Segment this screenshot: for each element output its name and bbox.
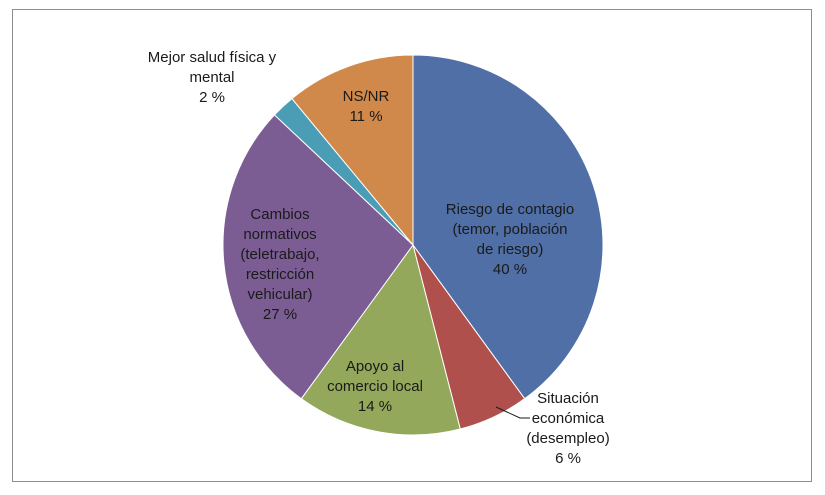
leader-lines xyxy=(495,406,530,419)
slice-percent-label: 27 % xyxy=(263,306,297,323)
slice-label-line: NS/NR xyxy=(343,88,390,105)
pie-slice-3 xyxy=(222,114,414,400)
slice-percent-label: 40 % xyxy=(493,261,527,278)
pie-slice-5 xyxy=(291,54,414,247)
slice-label-line: Mejor salud física y xyxy=(148,49,277,66)
slice-percent-label: 11 % xyxy=(349,108,382,125)
slice-label-line: Apoyo al xyxy=(346,358,404,375)
slice-label-line: normativos xyxy=(243,226,316,243)
slice-label-line: económica xyxy=(532,410,605,427)
slice-labels: Riesgo de contagio (temor, población de ri… xyxy=(148,49,610,467)
slice-label-line: Situación xyxy=(537,390,599,407)
slice-label-line: (desempleo) xyxy=(526,430,609,447)
slice-label-line: comercio local xyxy=(327,378,423,395)
slice-label-4: Mejor salud física y mental 2 % xyxy=(148,49,277,106)
pie-slice-0 xyxy=(412,54,604,400)
slice-label-line: Riesgo de contagio xyxy=(446,201,574,218)
slice-label-line: vehicular) xyxy=(247,286,312,303)
slice-label-1: Situación económica (desempleo) 6 % xyxy=(526,390,609,467)
pie-slices xyxy=(222,54,604,436)
slice-label-line: de riesgo) xyxy=(477,241,544,258)
leader-line-situacion xyxy=(495,406,530,419)
slice-percent-label: 14 % xyxy=(358,398,392,415)
slice-label-line: (teletrabajo, xyxy=(240,246,319,263)
slice-label-5: NS/NR 11 % xyxy=(343,88,390,125)
slice-label-line: mental xyxy=(189,69,234,86)
slice-label-3: Cambios normativos (teletrabajo, restricció… xyxy=(240,206,319,323)
slice-label-line: (temor, población xyxy=(452,221,567,238)
slice-label-2: Apoyo al comercio local 14 % xyxy=(327,358,423,415)
slice-label-0: Riesgo de contagio (temor, población de ri… xyxy=(446,201,574,278)
pie-slice-2 xyxy=(300,243,461,436)
slice-label-line: Cambios xyxy=(250,206,309,223)
slice-percent-label: 6 % xyxy=(555,450,581,467)
slice-label-line: restricción xyxy=(246,266,314,283)
slice-percent-label: 2 % xyxy=(199,89,225,106)
